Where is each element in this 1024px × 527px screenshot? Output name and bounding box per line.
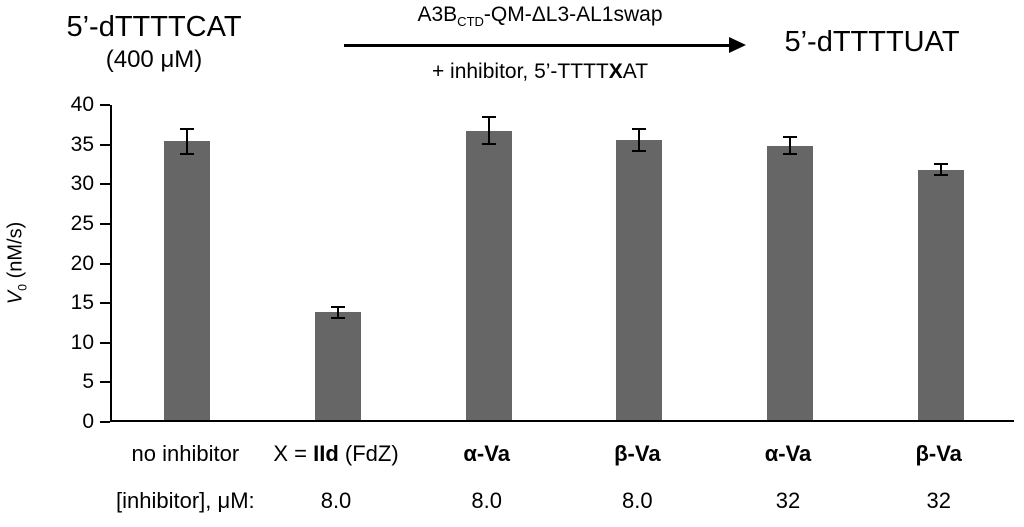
x-axis-label: β-Va	[863, 440, 1014, 467]
inhibitor-concentration: 32	[926, 488, 951, 513]
bar	[315, 312, 361, 420]
y-tick-label: 35	[70, 132, 94, 156]
y-tick-label: 10	[70, 330, 94, 354]
y-tick-mark	[100, 104, 110, 106]
x-axis-label-part: IId	[313, 441, 339, 466]
plot-area	[110, 105, 1014, 422]
x-axis-label-part: no inhibitor	[131, 441, 240, 466]
inhibitor-concentration: 8.0	[320, 488, 352, 513]
x-axis-label-part: α-Va	[463, 441, 510, 466]
inhibitor-condition-label: + inhibitor, 5’-TTTTXAT	[330, 59, 750, 85]
y-tick-label: 30	[70, 172, 94, 196]
enzyme-label: A3BCTD-QM-ΔL3-AL1swap	[330, 2, 750, 35]
error-bar-cap-bottom	[632, 150, 647, 153]
error-bar-cap-top	[783, 136, 797, 139]
x-axis-label: β-Va	[562, 440, 713, 467]
reaction-arrow-line	[344, 44, 732, 48]
x-axis-label: α-Va	[713, 440, 864, 467]
enzyme-name: A3B	[417, 3, 458, 26]
error-bar-cap-bottom	[180, 152, 195, 155]
x-axis-label: X = IId (FdZ)	[261, 440, 412, 467]
error-bar	[789, 136, 791, 156]
y-axis-title: V0 (nM/s)	[5, 222, 30, 304]
y-tick-mark	[100, 341, 110, 344]
condition-x: X	[608, 60, 623, 84]
condition-suffix: AT	[622, 60, 649, 84]
reaction-arrow	[334, 37, 746, 54]
y-tick-mark	[100, 183, 110, 186]
error-bar-cap-top	[481, 116, 496, 119]
inhibitor-concentration: 32	[775, 488, 801, 513]
error-bar-cap-top	[180, 127, 195, 130]
y-tick-mark	[100, 302, 110, 305]
error-bar-cap-bottom	[331, 316, 345, 319]
inhibitor-row-label: [inhibitor], μM:	[116, 488, 255, 513]
reaction-arrow-head	[729, 37, 746, 54]
y-tick-label: 15	[70, 291, 94, 315]
x-axis-label-part: X =	[273, 441, 314, 466]
x-axis-label-part: β-Va	[915, 441, 962, 466]
y-tick-label: 20	[70, 251, 94, 275]
inhibitor-concentration-row: [inhibitor], μM: 8.0 8.0 8.0 32 32	[110, 487, 1014, 514]
reaction-scheme: A3BCTD-QM-ΔL3-AL1swap + inhibitor, 5’-TT…	[330, 2, 750, 85]
error-bar	[638, 128, 641, 153]
y-tick-label: 25	[70, 211, 94, 235]
bar	[616, 140, 663, 420]
substrate-sequence: 5’-dTTTTCAT	[66, 11, 242, 43]
bar	[465, 130, 512, 420]
error-bar-cap-top	[933, 163, 948, 166]
y-tick-mark	[100, 262, 110, 265]
y-tick-label: 0	[82, 410, 94, 433]
bar	[917, 169, 964, 420]
y-tick-label: 5	[82, 370, 94, 394]
inhibitor-concentration: 8.0	[622, 488, 653, 513]
bar	[767, 145, 813, 420]
product-label: 5’-dTTTTUAT	[784, 26, 960, 58]
error-bar-cap-bottom	[933, 173, 948, 176]
error-bar-cap-top	[632, 128, 647, 131]
x-axis-label: no inhibitor	[110, 440, 261, 467]
x-axis-labels: no inhibitor X = IId (FdZ) α-Va β-Va α-Va β-V…	[110, 440, 1014, 467]
bar	[164, 141, 211, 420]
x-axis-label: α-Va	[411, 440, 562, 467]
y-tick-mark	[100, 381, 110, 384]
error-bar-cap-top	[331, 305, 345, 308]
substrate-label: 5’-dTTTTCAT (400 μM)	[28, 10, 280, 74]
substrate-concentration: (400 μM)	[105, 46, 203, 73]
enzyme-suffix: -QM-ΔL3-AL1swap	[483, 3, 663, 26]
x-axis-label-part: β-Va	[614, 441, 661, 466]
y-tick-mark	[100, 421, 110, 423]
y-tick-mark	[100, 143, 110, 146]
y-tick-label: 40	[70, 93, 94, 116]
error-bar	[337, 305, 339, 319]
x-axis-label-part: (FdZ)	[338, 441, 399, 466]
error-bar	[487, 116, 490, 146]
x-axis-label-part: α-Va	[764, 441, 812, 466]
error-bar-cap-bottom	[481, 143, 496, 146]
inhibitor-concentration: 8.0	[471, 488, 502, 513]
y-axis-title-units: (nM/s)	[4, 221, 27, 284]
error-bar	[186, 127, 189, 155]
y-axis-title-subscript: 0	[15, 283, 30, 291]
y-axis-title-symbol: V	[4, 290, 27, 305]
condition-prefix: + inhibitor, 5’-TTTT	[431, 60, 609, 84]
enzyme-subscript: CTD	[457, 14, 484, 30]
y-tick-mark	[100, 222, 110, 225]
error-bar	[939, 163, 942, 176]
error-bar-cap-bottom	[783, 153, 797, 156]
